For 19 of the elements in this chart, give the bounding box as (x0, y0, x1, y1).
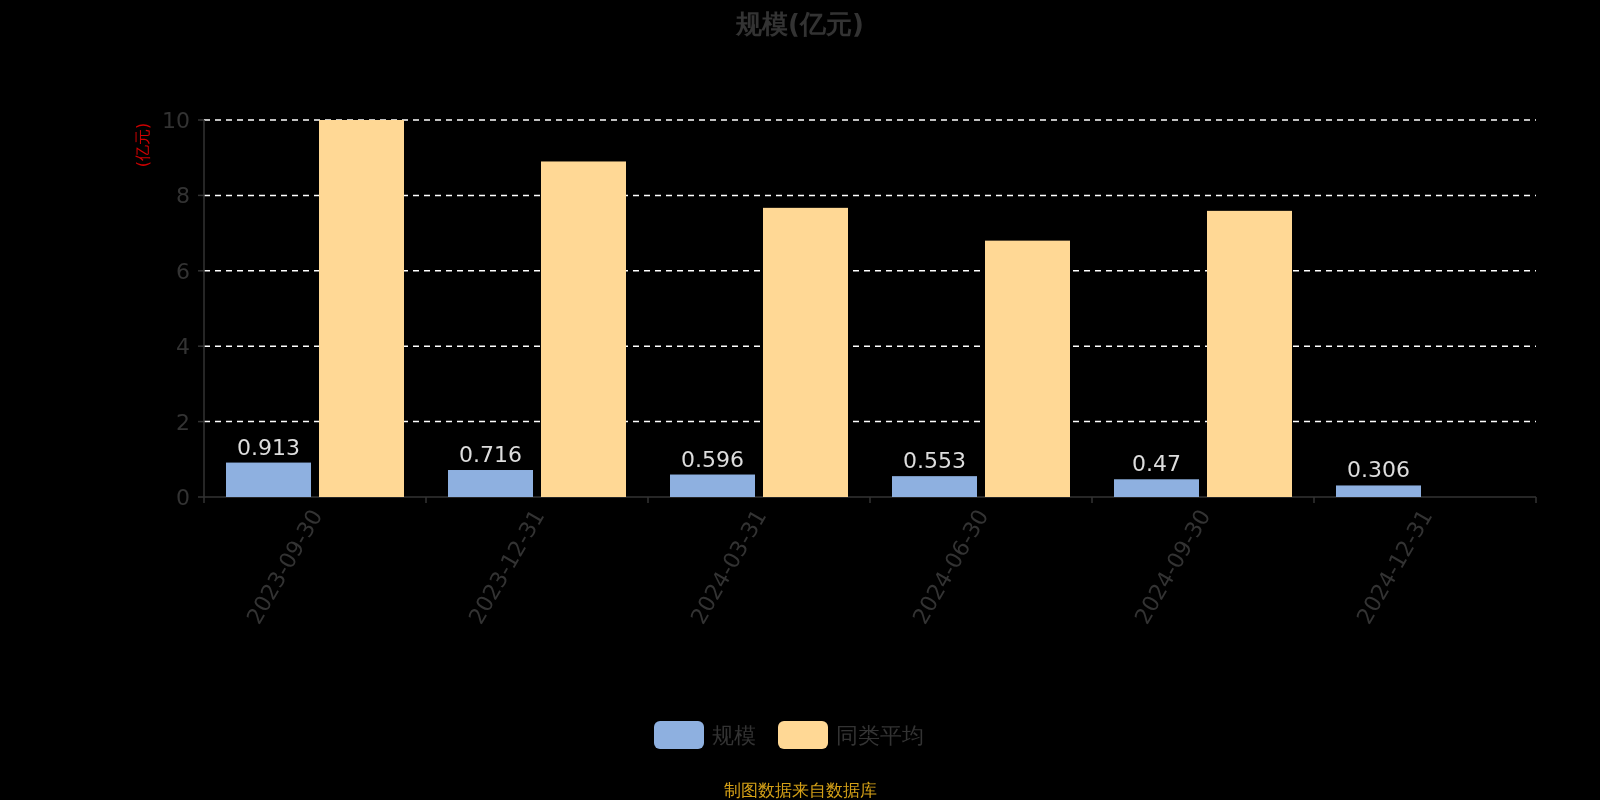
data-label: 0.913 (237, 434, 300, 460)
bar (448, 470, 533, 497)
data-label: 0.47 (1132, 451, 1181, 477)
bar (763, 207, 848, 497)
bar (985, 240, 1070, 497)
y-axis-title: (亿元) (133, 122, 152, 168)
bar (1114, 479, 1199, 497)
bar (226, 462, 311, 497)
data-label: 0.306 (1347, 457, 1410, 483)
data-label: 0.553 (903, 448, 966, 474)
bar (892, 476, 977, 497)
bar (1336, 485, 1421, 497)
data-label: 0.596 (681, 446, 744, 472)
bar (319, 120, 404, 497)
data-label: 0.716 (459, 442, 522, 468)
bar (1207, 210, 1292, 497)
bar (670, 474, 755, 497)
text: 制图数据来自数据库 (723, 780, 877, 800)
bar (541, 161, 626, 497)
